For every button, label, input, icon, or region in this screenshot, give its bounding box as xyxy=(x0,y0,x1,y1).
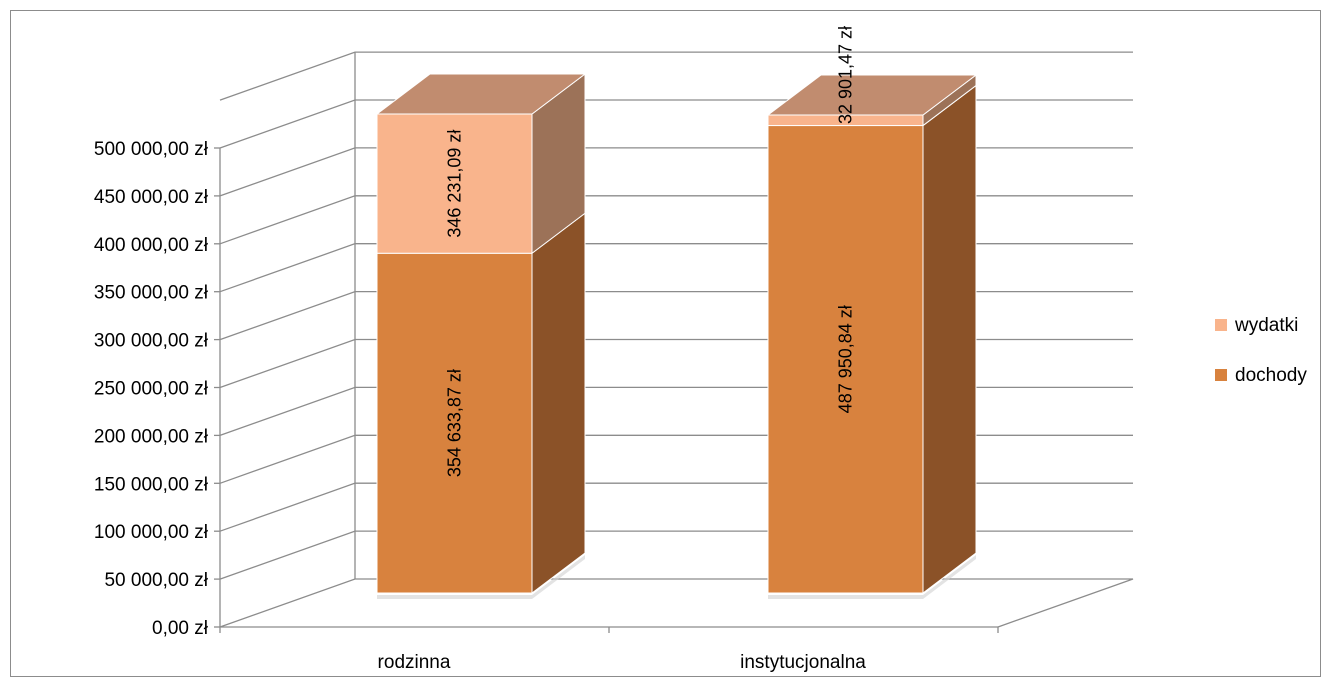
bars: 354 633,87 zł 346 231,09 zł 487 950,84 zł 3… xyxy=(375,26,978,599)
gridline xyxy=(219,338,1133,389)
y-tick-label: 0,00 zł xyxy=(152,618,209,639)
data-label-dochody-instytucjonalna: 487 950,84 zł xyxy=(836,305,856,413)
floor-outline xyxy=(219,578,1134,628)
bar-wydatki-rodzinna xyxy=(376,113,533,254)
gridline xyxy=(219,243,1133,293)
y-tick-label: 400 000,00 zł xyxy=(94,235,209,256)
y-axis-ticks: 0,00 zł 50 000,00 zł 100 000,00 zł 150 000,… xyxy=(94,139,999,639)
gridline xyxy=(219,386,1133,437)
legend-label-wydatki: wydatki xyxy=(1234,315,1298,336)
legend-swatch-wydatki xyxy=(1215,319,1227,331)
gridline xyxy=(219,147,1133,197)
y-tick-label: 100 000,00 zł xyxy=(94,522,209,543)
chart-frame xyxy=(10,10,1321,677)
y-tick-label: 350 000,00 zł xyxy=(94,283,209,304)
y-tick-label: 300 000,00 zł xyxy=(94,331,209,352)
category-label-rodzinna: rodzinna xyxy=(378,652,451,673)
data-label-wydatki-instytucjonalna: 32 901,47 zł xyxy=(836,26,856,124)
legend-swatch-dochody xyxy=(1215,369,1227,381)
y-tick-label: 50 000,00 zł xyxy=(104,570,208,591)
legend-label-dochody: dochody xyxy=(1235,365,1307,386)
x-axis-categories: rodzinna instytucjonalna xyxy=(378,652,867,673)
bar-top-instytucjonalna xyxy=(766,74,978,116)
y-tick-label: 250 000,00 zł xyxy=(94,379,209,400)
gridline xyxy=(219,434,1133,484)
y-tick-label: 500 000,00 zł xyxy=(94,139,209,160)
grid-layer xyxy=(219,51,1134,628)
gridline xyxy=(219,482,1133,532)
bar-top-rodzinna xyxy=(375,73,587,115)
bar-dochody-instytucjonalna xyxy=(767,125,924,594)
data-label-wydatki-rodzinna: 346 231,09 zł xyxy=(445,130,465,238)
gridline xyxy=(219,99,1133,149)
gridline xyxy=(219,51,1133,101)
bar-dochody-side-instytucjonalna xyxy=(922,84,977,595)
gridline xyxy=(219,530,1133,580)
data-label-dochody-rodzinna: 354 633,87 zł xyxy=(445,369,465,477)
y-tick-label: 200 000,00 zł xyxy=(94,426,209,447)
bar-dochody-rodzinna xyxy=(376,252,533,594)
bar-dochody-side-rodzinna xyxy=(531,212,586,595)
gridline xyxy=(219,195,1133,245)
legend: wydatki dochody xyxy=(1215,315,1307,386)
y-tick-label: 450 000,00 zł xyxy=(94,187,209,208)
y-tick-label: 150 000,00 zł xyxy=(94,474,209,495)
gridline xyxy=(219,290,1133,341)
category-label-instytucjonalna: instytucjonalna xyxy=(740,652,866,673)
